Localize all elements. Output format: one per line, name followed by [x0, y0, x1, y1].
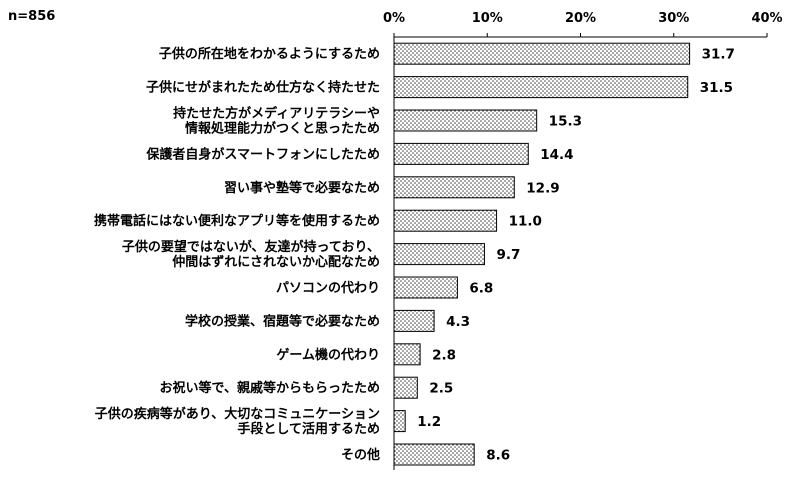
bar [393, 343, 421, 366]
x-tick-label: 30% [658, 11, 689, 26]
x-tick-label: 40% [751, 11, 782, 26]
value-label: 2.5 [429, 381, 453, 397]
value-label: 11.0 [509, 214, 542, 230]
bar [393, 276, 458, 299]
category-label: 携帯電話にはない便利なアプリ等を使用するため [94, 213, 380, 229]
value-label: 31.5 [700, 80, 733, 96]
category-label: 子供にせがまれたため仕方なく持たせた [146, 80, 380, 96]
category-label: お祝い等で、親戚等からもらったため [160, 380, 380, 396]
x-tick-label: 20% [565, 11, 596, 26]
category-label: その他 [341, 447, 380, 463]
category-label: 子供の要望ではないが、友達が持っており、仲間はずれにされないか心配なため [122, 239, 380, 270]
value-label: 14.4 [540, 147, 573, 163]
value-label: 6.8 [469, 281, 493, 297]
bar [393, 76, 689, 99]
x-tick-label: 0% [383, 11, 405, 26]
bar [393, 176, 515, 199]
bar [393, 376, 418, 399]
sample-size-note: n=856 [8, 9, 56, 24]
bar [393, 142, 529, 165]
bar [393, 243, 485, 266]
category-label: 子供の所在地をわかるようにするため [159, 46, 380, 62]
value-label: 8.6 [486, 448, 510, 464]
bar [393, 410, 406, 433]
value-label: 15.3 [549, 114, 582, 130]
category-label: 学校の授業、宿題等で必要なため [185, 313, 380, 329]
value-label: 1.2 [417, 414, 441, 430]
category-label: ゲーム機の代わり [276, 347, 380, 363]
value-label: 9.7 [496, 247, 520, 263]
value-label: 4.3 [446, 314, 470, 330]
value-label: 2.8 [432, 347, 456, 363]
category-label: 保護者自身がスマートフォンにしたため [145, 146, 380, 162]
category-label: 持たせた方がメディアリテラシーや情報処理能力がつくと思ったため [173, 106, 380, 137]
x-tick-label: 10% [472, 11, 503, 26]
bar [393, 209, 498, 232]
category-label: 子供の疾病等があり、大切なコミュニケーション手段として活用するため [95, 406, 380, 437]
bar [393, 42, 691, 65]
bar [393, 443, 475, 466]
value-label: 12.9 [526, 180, 559, 196]
bar [393, 309, 435, 332]
category-label: 習い事や塾等で必要なため [224, 180, 380, 196]
value-label: 31.7 [702, 47, 735, 63]
category-label: パソコンの代わり [276, 280, 380, 296]
bar [393, 109, 538, 132]
